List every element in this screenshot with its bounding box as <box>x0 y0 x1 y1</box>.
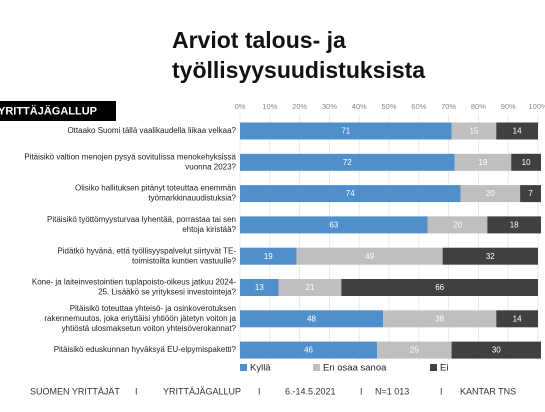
value-label: 71 <box>341 127 350 136</box>
bar-segment <box>296 247 443 265</box>
value-label: 38 <box>435 314 444 323</box>
value-label: 15 <box>469 127 478 136</box>
value-label: 10 <box>522 158 531 167</box>
legend-swatch <box>313 364 320 371</box>
bar-segment <box>383 310 497 328</box>
x-tick-label: 40% <box>352 102 367 111</box>
bar-segment <box>240 310 384 328</box>
category-label: Pidätkö hyvänä, että työllisyyspalvelut … <box>57 246 236 255</box>
value-label: 19 <box>478 158 487 167</box>
x-tick-label: 30% <box>322 102 337 111</box>
footer-separator: I <box>440 386 443 396</box>
category-label: ehtoja kiristää? <box>182 225 236 234</box>
category-label: Pitäisikö eduskunnan hyväksyä EU-elpymis… <box>54 345 237 354</box>
bar-segment <box>487 216 541 234</box>
bar-segment <box>451 122 497 140</box>
bar-segment <box>451 341 541 359</box>
chart-title: Arviot talous- ja <box>172 27 346 53</box>
bar-segment <box>520 185 541 203</box>
value-label: 48 <box>307 314 316 323</box>
category-label: rakennemuutos, joka eriyttäisi yhtiöön j… <box>44 314 236 323</box>
bar-segment <box>240 279 279 296</box>
x-tick-label: 10% <box>262 102 277 111</box>
footer-separator: I <box>360 386 363 396</box>
category-label: työmarkkinauudistuksia? <box>148 194 236 203</box>
category-label: 25. Lisääkö se yrityksesi investointeja? <box>98 288 236 297</box>
x-tick-label: 20% <box>292 102 307 111</box>
bar-segment <box>377 341 452 359</box>
bar-segment <box>460 185 521 203</box>
bar-segment <box>511 153 541 171</box>
value-label: 14 <box>513 127 522 136</box>
footer-item: N=1 013 <box>375 386 409 396</box>
legend-label: Ei <box>440 363 448 374</box>
x-tick-label: 80% <box>471 102 486 111</box>
value-label: 49 <box>365 252 374 261</box>
category-label: Olisiko hallituksen pitänyt toteuttaa en… <box>75 184 236 193</box>
value-label: 72 <box>343 158 352 167</box>
bar-segment <box>496 122 538 140</box>
footer-separator: I <box>135 386 138 396</box>
badge-bg <box>0 101 116 121</box>
value-label: 74 <box>346 189 355 198</box>
bar-segment <box>240 247 297 265</box>
value-label: 14 <box>513 314 522 323</box>
category-label: toimistoilta kuntien vastuulle? <box>132 256 237 265</box>
x-tick-label: 50% <box>381 102 396 111</box>
bar-segment <box>240 153 455 171</box>
value-label: 25 <box>410 346 419 355</box>
footer-item: KANTAR TNS <box>460 386 516 396</box>
category-label: Pitäisikö toteuttaa yhteisö- ja osinkove… <box>70 304 236 313</box>
bar-segment <box>240 216 428 234</box>
bar-segment <box>278 279 342 296</box>
bar-segment <box>454 153 512 171</box>
footer-item: SUOMEN YRITTÄJÄT <box>30 386 120 396</box>
chart-title: työllisyysuudistuksista <box>172 57 425 83</box>
value-label: 20 <box>486 189 495 198</box>
value-label: 30 <box>492 346 501 355</box>
footer-item: YRITTÄJÄGALLUP <box>163 386 241 396</box>
bar-segment <box>341 279 538 296</box>
x-tick-label: 60% <box>411 102 426 111</box>
category-label: Pitäisikö valtion menojen pysyä sovituli… <box>24 152 236 161</box>
footer-separator: I <box>258 386 261 396</box>
value-label: 46 <box>304 346 313 355</box>
value-label: 18 <box>510 221 519 230</box>
legend-label: En osaa sanoa <box>323 363 387 374</box>
value-label: 13 <box>255 283 264 292</box>
category-label: Kone- ja laiteinvestointien tuplapoisto-… <box>32 278 236 287</box>
value-label: 66 <box>435 283 444 292</box>
category-label: vuonna 2023? <box>185 162 236 171</box>
x-tick-label: 100% <box>528 102 545 111</box>
value-label: 21 <box>306 283 315 292</box>
bar-segment <box>442 247 538 265</box>
value-label: 63 <box>329 221 338 230</box>
legend-swatch <box>240 364 247 371</box>
badge: YRITTÄJÄGALLUP <box>0 104 97 117</box>
value-label: 20 <box>453 221 462 230</box>
category-label: yhtiöstä ulosmaksetun voiton yhteisövero… <box>62 324 237 333</box>
bar-segment <box>240 185 461 203</box>
footer-item: 6.-14.5.2021 <box>285 386 336 396</box>
x-tick-label: 0% <box>235 102 246 111</box>
bar-segment <box>496 310 538 328</box>
x-tick-label: 70% <box>441 102 456 111</box>
bar-segment <box>240 341 378 359</box>
value-label: 32 <box>486 252 495 261</box>
legend-label: Kyllä <box>250 363 271 374</box>
category-label: Ottaako Suomi tällä vaalikaudella liikaa… <box>67 126 236 135</box>
x-tick-label: 90% <box>501 102 516 111</box>
bar-segment <box>240 122 452 140</box>
value-label: 7 <box>528 189 533 198</box>
legend-swatch <box>430 364 437 371</box>
bar-segment <box>427 216 488 234</box>
value-label: 19 <box>264 252 273 261</box>
category-label: Pitäisikö työttömyysturvaa lyhentää, por… <box>47 215 236 224</box>
